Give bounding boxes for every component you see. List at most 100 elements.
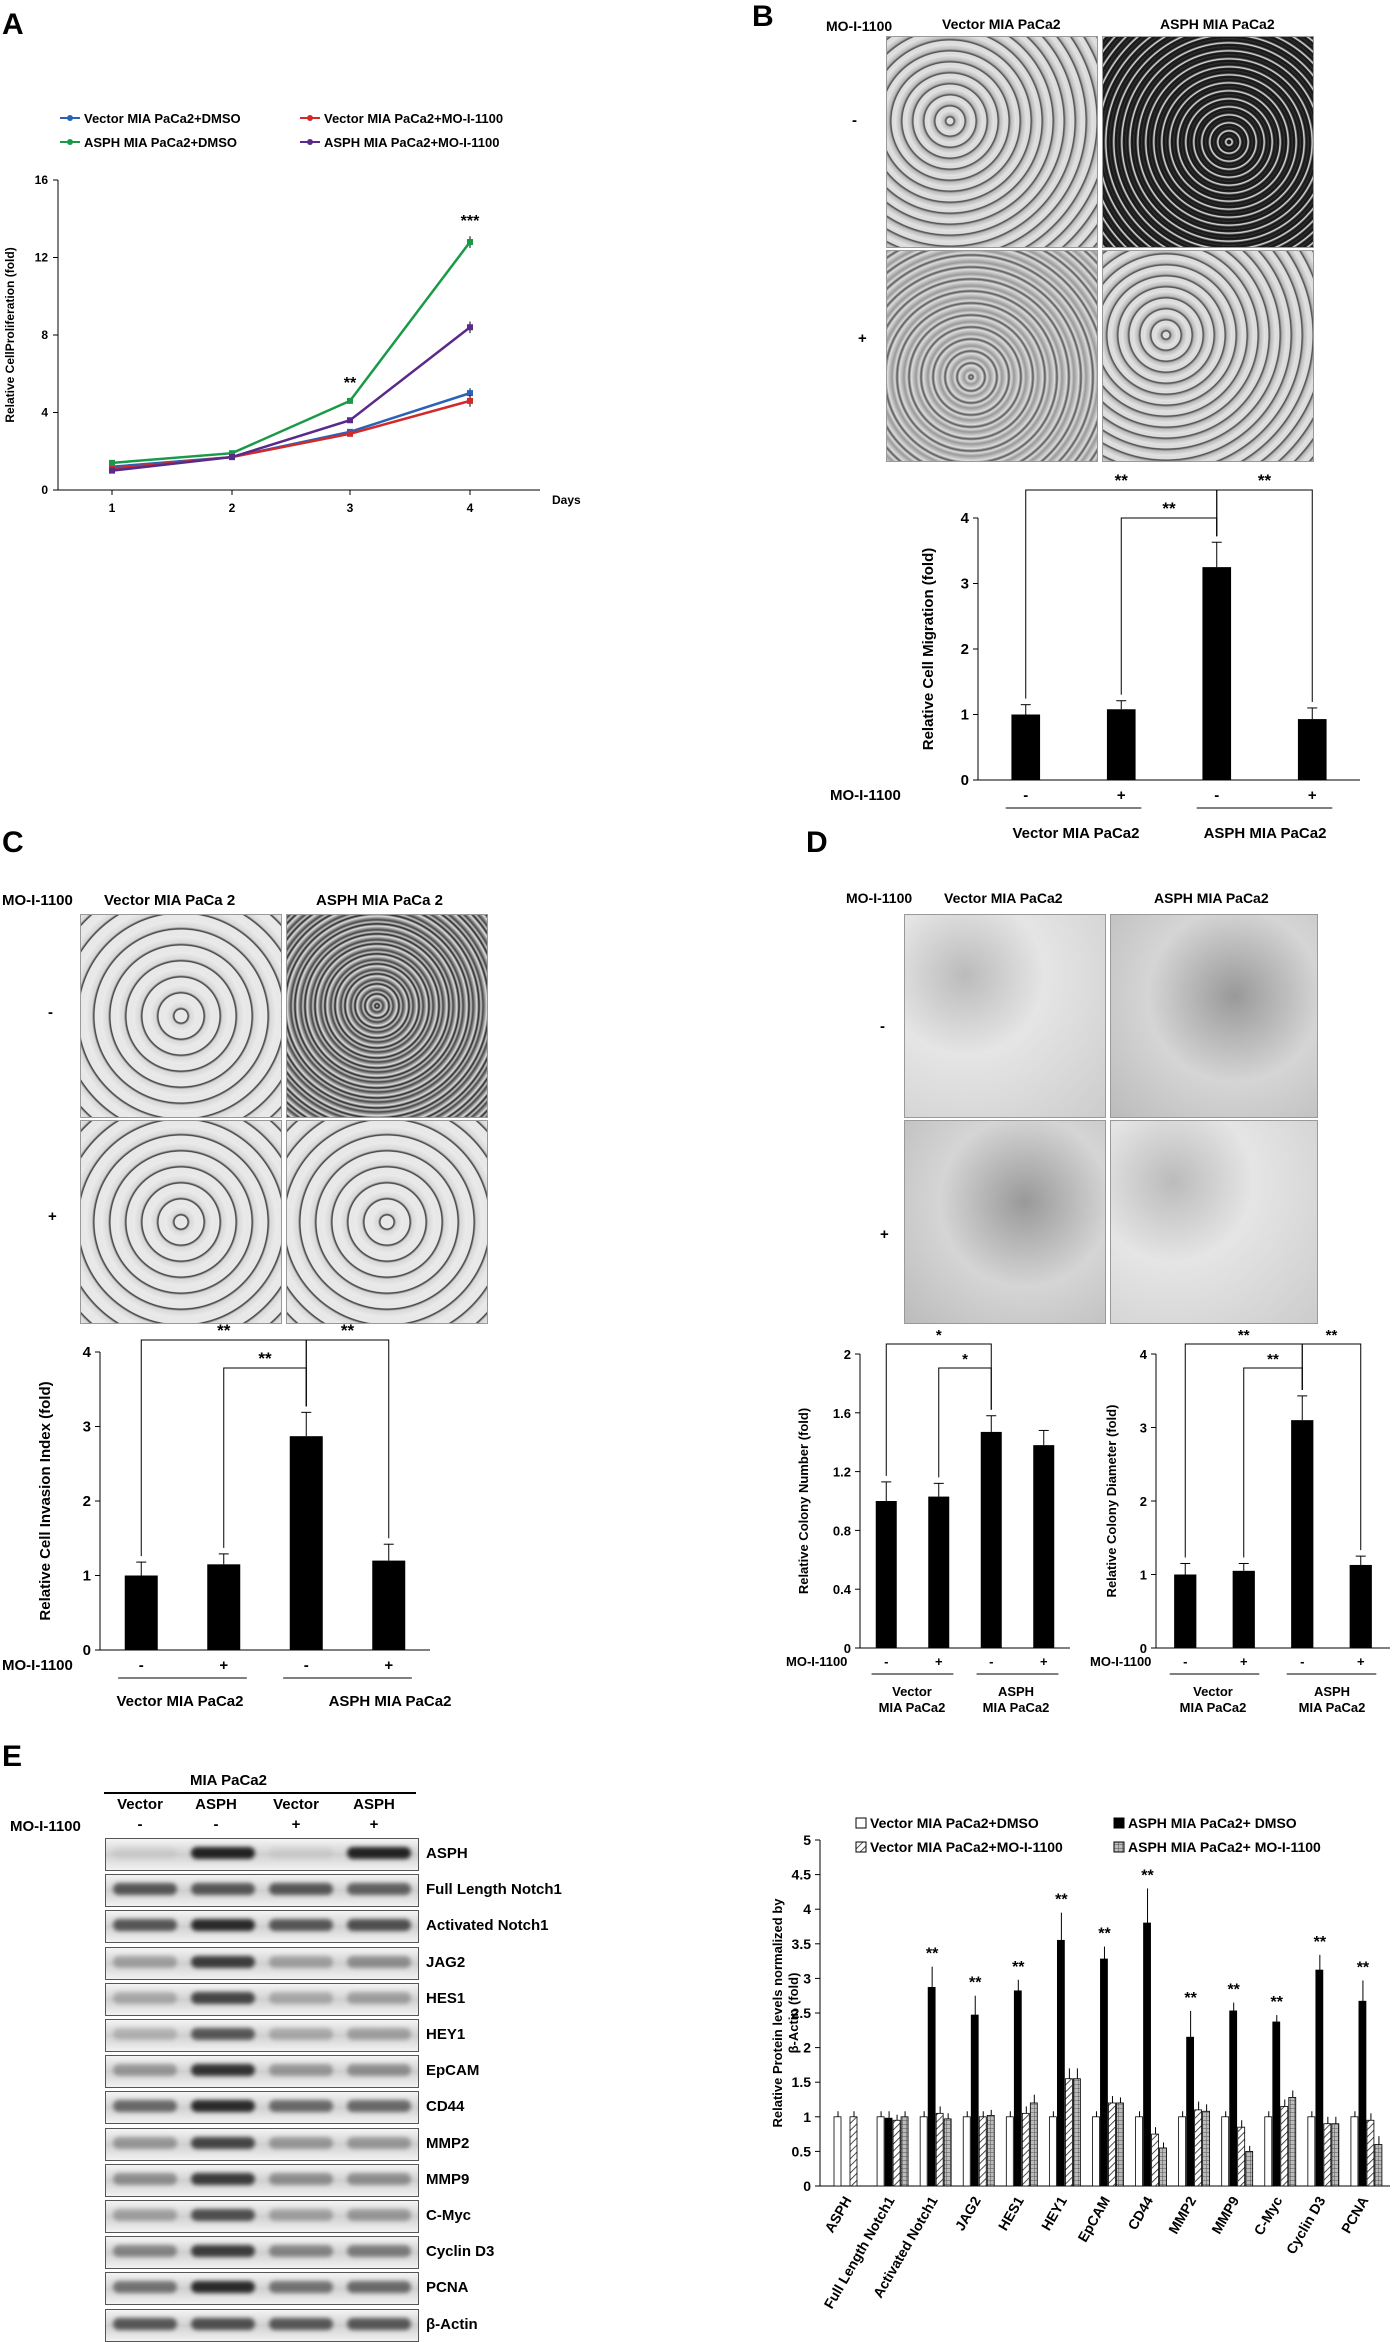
blot-band-8-3 xyxy=(347,2136,411,2149)
group-label-1: ASPH MIA PaCa2 xyxy=(329,1693,452,1710)
data-point-1-3 xyxy=(467,397,473,404)
blot-band-7-0 xyxy=(113,2100,177,2113)
bar-2-12 xyxy=(1366,2119,1375,2187)
bar-1 xyxy=(1232,1570,1255,1648)
category-label-3: + xyxy=(1308,787,1317,804)
blot-strip-10 xyxy=(105,2200,419,2233)
category-label-4: HES1 xyxy=(995,2193,1027,2233)
blot-strip-8 xyxy=(105,2127,419,2161)
legend-label-0: Vector MIA PaCa2+DMSO xyxy=(870,1815,1039,1831)
micrograph-b-vector-mo xyxy=(886,250,1098,462)
group-label-3: MIA PaCa2 xyxy=(1299,1700,1366,1715)
blot-label-12: PCNA xyxy=(426,2279,469,2297)
blot-band-6-0 xyxy=(113,2064,177,2077)
y-tick-label-4: 4 xyxy=(1140,1347,1148,1362)
y-tick-label-3: 1.5 xyxy=(792,2074,812,2090)
x-axis-label: Days xyxy=(552,493,581,507)
blot-strip-13 xyxy=(105,2308,419,2342)
significance-5: ** xyxy=(1141,1867,1154,1884)
y-tick-label-1: 0.4 xyxy=(833,1582,852,1597)
category-label-6: EpCAM xyxy=(1074,2194,1113,2245)
y-tick-label-5: 2.5 xyxy=(792,2005,812,2021)
blot-band-2-2 xyxy=(269,1919,333,1932)
group-label-0: Vector MIA PaCa2 xyxy=(1013,825,1140,842)
bar-3-2 xyxy=(943,2118,952,2187)
panel-b-row-plus: + xyxy=(858,330,867,347)
bracket-label-1: * xyxy=(962,1351,968,1368)
category-label-0: - xyxy=(139,1657,144,1674)
bar-2 xyxy=(980,1431,1002,1648)
category-label-2: - xyxy=(1214,787,1219,804)
blot-band-12-1 xyxy=(191,2281,255,2294)
bar-0-4 xyxy=(1005,2116,1014,2187)
blot-band-1-1 xyxy=(191,1883,255,1896)
bar-1-10 xyxy=(1272,2021,1281,2187)
bar-3-1 xyxy=(900,2116,909,2187)
blot-band-7-1 xyxy=(191,2100,255,2113)
y-tick-label-0: 0 xyxy=(961,772,969,789)
chart-d-colony-number: 0 0.4 0.8 1.2 1.6 2 Relative Colony Number (fo… xyxy=(786,1327,1070,1715)
bar-2-10 xyxy=(1280,2106,1289,2187)
lane-label-1: Vector xyxy=(117,1796,163,1813)
category-label-1: + xyxy=(1240,1654,1248,1669)
chart-e-protein-levels: Vector MIA PaCa2+DMSO ASPH MIA PaCa2+ DMS… xyxy=(770,1815,1390,2311)
lane-treatment-4: + xyxy=(369,1816,379,1833)
category-label-7: CD44 xyxy=(1124,2193,1156,2232)
legend-swatch-1 xyxy=(1113,1817,1125,1829)
bar-2-0 xyxy=(849,2116,858,2187)
y-tick-label-2: 1 xyxy=(803,2109,811,2125)
blot-band-0-1 xyxy=(191,1847,255,1859)
micrograph-d-asph-mo xyxy=(1110,1120,1318,1324)
blot-band-12-2 xyxy=(269,2281,333,2294)
blot-band-3-1 xyxy=(191,1955,255,1968)
x-tick-label-3: 4 xyxy=(467,501,474,515)
blot-band-4-0 xyxy=(113,1991,177,2004)
blot-label-9: MMP9 xyxy=(426,2170,470,2188)
bar-2-11 xyxy=(1323,2123,1332,2187)
blot-strip-0 xyxy=(105,1838,419,1871)
blot-label-4: HES1 xyxy=(426,1989,466,2007)
y-tick-label-1: 1 xyxy=(83,1568,91,1585)
y-tick-label-7: 3.5 xyxy=(792,1936,812,1952)
category-label-11: Cyclin D3 xyxy=(1283,2193,1329,2256)
bracket-label-1: ** xyxy=(258,1349,272,1368)
blot-band-3-2 xyxy=(269,1955,333,1968)
micrograph-b-vector-dmso xyxy=(886,36,1098,248)
y-tick-label-6: 3 xyxy=(803,1970,811,1986)
blot-label-0: ASPH xyxy=(426,1845,468,1862)
treatment-label: MO-I-1100 xyxy=(786,1654,847,1669)
bar-0 xyxy=(1174,1574,1197,1648)
bar-3-3 xyxy=(986,2115,995,2187)
panel-label-e: E xyxy=(2,1740,23,1773)
category-label-3: + xyxy=(1040,1654,1048,1669)
bar-0-7 xyxy=(1135,2116,1143,2187)
series-line-3 xyxy=(111,326,471,472)
bar-1-6 xyxy=(1100,1958,1108,2187)
blot-band-10-1 xyxy=(191,2209,255,2221)
y-tick-label-1: 4 xyxy=(41,406,48,420)
blot-band-13-3 xyxy=(347,2317,411,2330)
legend-label-3: ASPH MIA PaCa2+MO-I-1100 xyxy=(324,135,499,150)
category-label-9: MMP9 xyxy=(1208,2193,1242,2236)
micrograph-c-vector-mo xyxy=(80,1120,282,1324)
bar-3-6 xyxy=(1116,2102,1124,2187)
significance-6: ** xyxy=(1184,1990,1197,2007)
micrograph-c-asph-dmso xyxy=(286,914,488,1118)
blot-title-rule xyxy=(104,1792,416,1794)
treatment-label: MO-I-1100 xyxy=(830,787,901,804)
bar-3 xyxy=(1033,1445,1055,1648)
chart-b-migration: 0 1 2 3 4 Relative Cell Migration (fold) - + - + M… xyxy=(830,471,1360,842)
blot-band-12-0 xyxy=(113,2281,177,2294)
legend-swatch-2 xyxy=(855,1841,867,1853)
y-axis-label-line-1: Relative Protein levels normalized by xyxy=(770,1898,785,2128)
bar-1 xyxy=(928,1496,950,1648)
y-axis-label: Relative CellProliferation (fold) xyxy=(3,247,17,422)
blot-band-6-3 xyxy=(347,2064,411,2077)
panel-c-treatment-label: MO-I-1100 xyxy=(2,892,73,909)
blot-strip-2 xyxy=(105,1910,419,1944)
lane-treatment-1: - xyxy=(137,1816,143,1833)
group-label-1: ASPH MIA PaCa2 xyxy=(1204,825,1327,842)
y-tick-label-2: 2 xyxy=(83,1493,91,1510)
y-tick-label-3: 12 xyxy=(35,251,49,265)
blot-band-9-1 xyxy=(191,2172,255,2185)
